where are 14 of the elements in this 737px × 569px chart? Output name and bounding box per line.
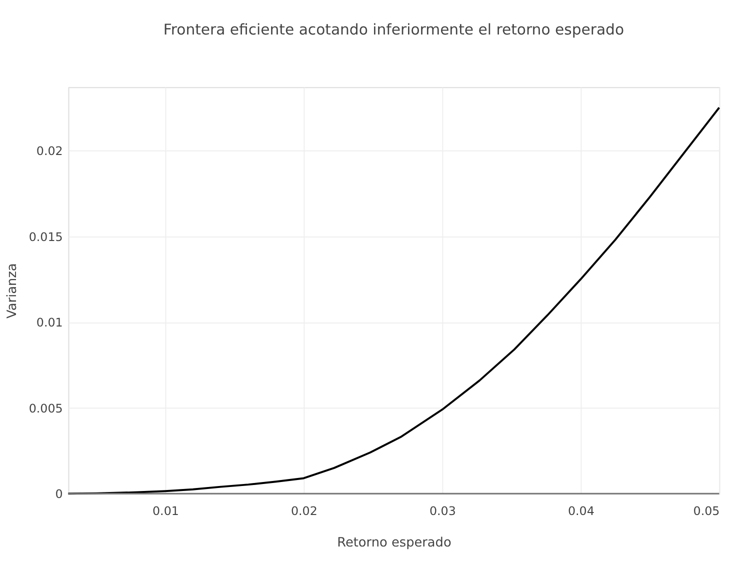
y-tick-label: 0 xyxy=(55,487,63,502)
x-axis-title: Retorno esperado xyxy=(337,536,452,551)
y-tick-label: 0.02 xyxy=(36,144,63,158)
x-tick-label: 0.01 xyxy=(152,504,179,518)
y-axis-title: Varianza xyxy=(4,263,20,318)
y-tick-label: 0.005 xyxy=(28,401,63,416)
x-tick-label: 0.02 xyxy=(290,504,318,518)
y-tick-label: 0.01 xyxy=(36,316,63,330)
x-tick-label: 0.05 xyxy=(693,504,720,518)
chart-title: Frontera eficiente acotando inferiormente el retorno esperado xyxy=(163,22,624,39)
y-tick-label: 0.015 xyxy=(28,230,63,244)
x-tick-label: 0.03 xyxy=(429,504,456,518)
line-series xyxy=(67,106,720,495)
x-tick-label: 0.04 xyxy=(568,504,594,518)
